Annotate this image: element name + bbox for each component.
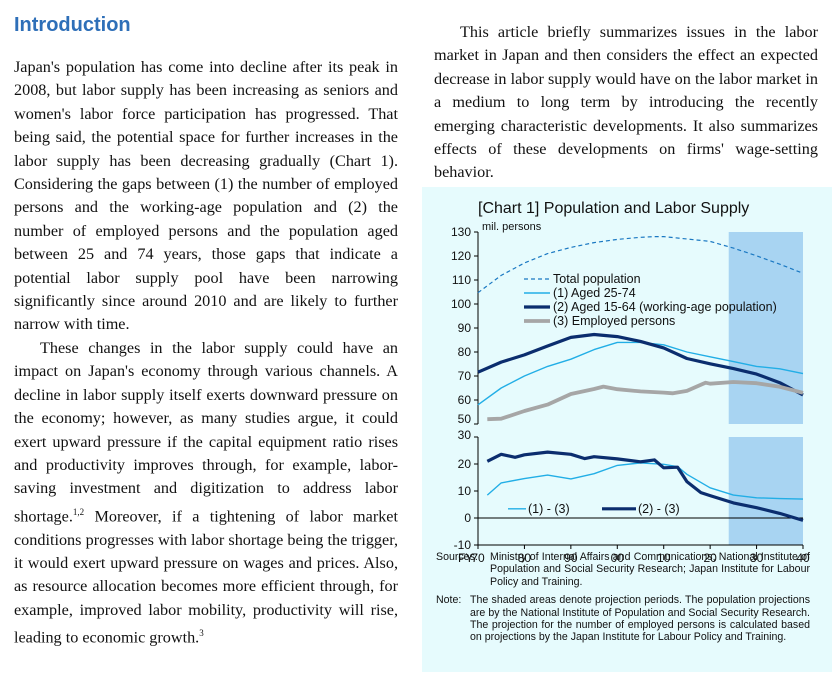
upper-y-tick-label: 130	[451, 225, 471, 239]
lower-y-tick-label: 0	[464, 511, 471, 525]
upper-y-tick-label: 100	[451, 297, 471, 311]
upper-series-line-4	[487, 380, 804, 422]
chart-1-panel: [Chart 1] Population and Labor Supply mil…	[422, 187, 832, 672]
paragraph-2-main: These changes in the labor supply could …	[14, 338, 398, 526]
chart-1-svg: [Chart 1] Population and Labor Supply mil…	[451, 200, 810, 565]
upper-y-tick-label: 80	[458, 345, 472, 359]
x-tick-label: 70	[471, 551, 485, 565]
x-prefix-label: FY	[458, 551, 473, 565]
upper-unit-label: mil. persons	[482, 221, 542, 233]
lower-y-tick-label: -10	[454, 538, 472, 552]
lower-y-tick-label: 20	[458, 457, 472, 471]
x-tick-label: 40	[796, 551, 810, 565]
chart-sources-notes: Sources: Ministry of Internal Affairs an…	[436, 551, 810, 644]
sources-text: Ministry of Internal Affairs and Communi…	[490, 551, 810, 588]
lower-series-line-2	[486, 450, 804, 522]
lower-y-tick-label: 10	[458, 484, 472, 498]
upper-y-tick-label: 60	[458, 393, 472, 407]
x-tick-label: 90	[564, 551, 578, 565]
upper-legend-label-3: (2) Aged 15-64 (working-age population)	[553, 300, 777, 314]
right-column: This article briefly summarizes issues i…	[434, 23, 818, 182]
paragraph-2: These changes in the labor supply could …	[14, 337, 398, 650]
projection-shade-upper	[728, 232, 803, 424]
upper-legend-label-1: Total population	[553, 272, 641, 286]
upper-y-tick-label: 120	[451, 249, 471, 263]
footnote-ref-3: 3	[199, 628, 204, 639]
paragraph-1: Japan's population has come into decline…	[14, 58, 398, 334]
chart-title: [Chart 1] Population and Labor Supply	[478, 200, 749, 217]
upper-y-tick-label: 70	[458, 369, 472, 383]
lower-y-tick-label: 30	[458, 428, 472, 442]
upper-y-tick-label: 50	[458, 412, 472, 426]
x-tick-label: 80	[518, 551, 532, 565]
upper-y-tick-label: 110	[452, 273, 471, 287]
note-label: Note:	[436, 594, 462, 607]
x-tick-label: 30	[750, 551, 764, 565]
upper-series-line-1	[477, 235, 804, 294]
paragraph-2-continued: Moreover, if a tightening of labor marke…	[14, 507, 398, 647]
upper-legend-label-4: (3) Employed persons	[553, 314, 675, 328]
x-tick-label: 00	[611, 551, 625, 565]
note-text: The shaded areas denote projection perio…	[470, 594, 810, 644]
x-tick-label: 10	[657, 551, 671, 565]
x-tick-label: 20	[703, 551, 717, 565]
sources-label: Sources:	[436, 551, 478, 563]
upper-y-tick-label: 90	[458, 321, 472, 335]
projection-shade-lower	[728, 437, 803, 545]
section-heading: Introduction	[14, 14, 131, 36]
upper-series-line-3	[477, 332, 804, 397]
upper-legend-label-2: (1) Aged 25-74	[553, 286, 636, 300]
footnote-ref-1-2: 1,2	[72, 506, 85, 517]
left-column: Japan's population has come into decline…	[14, 56, 398, 650]
lower-legend-label-2: (2) - (3)	[638, 502, 680, 516]
lower-series-line-1	[486, 462, 804, 500]
lower-legend-label-1: (1) - (3)	[528, 502, 570, 516]
